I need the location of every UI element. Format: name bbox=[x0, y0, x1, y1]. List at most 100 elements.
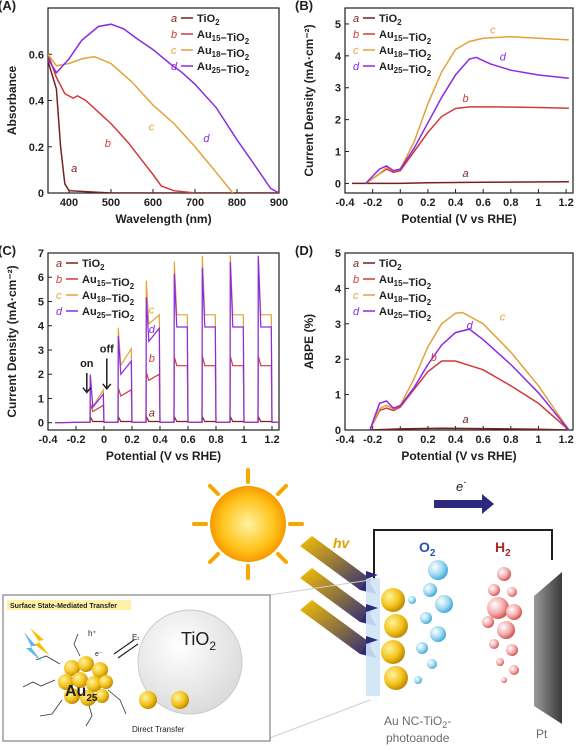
legend: a TiO2 b Au15–TiO2 c Au18–TiO2 d Au25–TiO2 bbox=[56, 258, 135, 323]
series-line-d bbox=[48, 23, 279, 193]
series-line-a bbox=[351, 181, 569, 185]
inset-au25-sub: 25 bbox=[86, 693, 98, 704]
inset-et: Eₜ bbox=[132, 633, 140, 642]
au25-cluster-icon bbox=[58, 656, 113, 706]
legend-label-c: Au18–TiO2 bbox=[379, 290, 432, 307]
x-tick-label: -0.4 bbox=[336, 197, 356, 209]
legend: a TiO2 b Au15–TiO2 c Au18–TiO2 d Au25–TiO2 bbox=[353, 258, 432, 323]
y-tick-label: 3 bbox=[335, 319, 341, 331]
y-tick-label: 2 bbox=[335, 354, 341, 366]
legend-letter-d: d bbox=[171, 61, 178, 73]
legend-letter-a: a bbox=[353, 13, 359, 25]
h2-label: H bbox=[495, 539, 505, 555]
electron-sup: - bbox=[463, 477, 466, 487]
legend-letter-a: a bbox=[56, 258, 62, 270]
series-line-d bbox=[54, 256, 279, 424]
y-tick-label: 5 bbox=[335, 19, 341, 31]
legend-letter-b: b bbox=[353, 274, 359, 286]
inset-title: Surface State-Mediated Transfer bbox=[10, 603, 117, 610]
o2-label: O bbox=[419, 539, 430, 555]
annotation-off: off bbox=[100, 343, 114, 355]
y-tick-label: 2 bbox=[335, 115, 341, 127]
curve-label-d: d bbox=[149, 324, 156, 336]
o2-sub: 2 bbox=[430, 548, 436, 559]
x-tick-label: 1 bbox=[241, 434, 247, 446]
y-tick-label: 4 bbox=[335, 51, 342, 63]
series-line-b bbox=[369, 360, 570, 430]
legend-letter-a: a bbox=[171, 13, 177, 25]
x-tick-label: 0.6 bbox=[476, 434, 491, 446]
au-cluster-array bbox=[381, 588, 408, 690]
chart-panel-1: -0.4 -0.2 0 0.2 0.4 0.6 0.8 1 1.2 0 1 2 3 4 5 (B) Potent… bbox=[295, 0, 574, 226]
x-tick-label: 0.2 bbox=[420, 197, 435, 209]
curve-label-d: d bbox=[467, 320, 474, 332]
series-lines bbox=[351, 35, 569, 185]
y-axis-label: Current Density (mA·cm⁻²) bbox=[302, 24, 316, 176]
legend-label-c: Au18–TiO2 bbox=[379, 45, 432, 62]
x-tick-label: 700 bbox=[186, 197, 204, 209]
legend-label-b: Au15–TiO2 bbox=[379, 274, 432, 291]
circuit-wire bbox=[373, 529, 553, 580]
svg-text:H2: H2 bbox=[495, 539, 511, 559]
svg-text:TiO2: TiO2 bbox=[181, 629, 216, 653]
svg-text:Au25: Au25 bbox=[65, 683, 98, 704]
curve-label-b: b bbox=[149, 353, 155, 365]
h2-bubbles bbox=[482, 567, 522, 683]
legend-label-a: TiO2 bbox=[379, 258, 402, 272]
x-tick-label: 0.8 bbox=[503, 197, 518, 209]
svg-text:O2: O2 bbox=[419, 539, 436, 559]
y-axis-label: ABPE (%) bbox=[302, 314, 316, 369]
curve-label-a: a bbox=[462, 168, 468, 180]
x-tick-label: -0.2 bbox=[363, 434, 382, 446]
legend-label-d: Au25–TiO2 bbox=[197, 61, 250, 78]
x-axis-label: Potential (V vs RHE) bbox=[106, 449, 221, 463]
legend-label-c: Au18–TiO2 bbox=[82, 290, 135, 307]
electron-flow-arrow bbox=[434, 494, 494, 514]
series-line-d bbox=[365, 56, 569, 184]
light-beams bbox=[300, 536, 372, 654]
x-tick-label: 0.6 bbox=[180, 434, 195, 446]
x-tick-label: 0.4 bbox=[448, 197, 464, 209]
legend-letter-d: d bbox=[353, 306, 360, 318]
legend-letter-d: d bbox=[353, 61, 360, 73]
svg-text:e-: e- bbox=[456, 477, 466, 494]
series-line-b bbox=[48, 54, 196, 193]
x-tick-label: 900 bbox=[270, 197, 288, 209]
legend-label-d: Au25–TiO2 bbox=[379, 61, 432, 78]
x-axis-label: Potential (V vs RHE) bbox=[401, 212, 516, 226]
y-tick-label: 2 bbox=[38, 369, 44, 381]
series-line-a bbox=[369, 427, 569, 430]
curve-label-b: b bbox=[462, 93, 468, 105]
curve-label-b: b bbox=[431, 352, 437, 364]
series-lines bbox=[54, 255, 279, 424]
legend-label-b: Au15–TiO2 bbox=[197, 29, 250, 46]
chart-panel-0: 400 500 600 700 800 900 0 0.2 0.4 0.6 (A) Wavelengt… bbox=[0, 0, 288, 226]
legend-label-b: Au15–TiO2 bbox=[82, 274, 135, 291]
x-tick-label: 0.8 bbox=[208, 434, 223, 446]
y-tick-label: 0 bbox=[38, 418, 44, 430]
x-tick-label: 1 bbox=[535, 434, 541, 446]
annotation-on: on bbox=[80, 358, 94, 370]
curve-label-c: c bbox=[500, 311, 506, 323]
x-tick-label: 1 bbox=[535, 197, 541, 209]
x-tick-label: 1.2 bbox=[264, 434, 279, 446]
legend-letter-d: d bbox=[56, 306, 63, 318]
y-tick-label: 0 bbox=[335, 178, 341, 190]
photoanode-label-2: photoanode bbox=[386, 731, 450, 745]
curve-label-d: d bbox=[203, 133, 210, 145]
inset-au25-label: Au bbox=[65, 683, 86, 700]
series-line-c bbox=[369, 311, 570, 430]
series-line-b bbox=[365, 106, 569, 185]
x-tick-label: 0.4 bbox=[448, 434, 464, 446]
curve-label-d: d bbox=[500, 52, 507, 64]
pt-label: Pt bbox=[536, 727, 548, 741]
panel-letter: (C) bbox=[0, 243, 16, 258]
y-tick-label: 5 bbox=[38, 296, 44, 308]
arrowhead-off bbox=[102, 383, 112, 390]
y-tick-label: 0 bbox=[335, 425, 341, 437]
x-tick-label: 0 bbox=[397, 434, 403, 446]
legend-letter-a: a bbox=[353, 258, 359, 270]
series-lines bbox=[48, 23, 279, 193]
curve-label-c: c bbox=[149, 122, 155, 134]
legend-label-a: TiO2 bbox=[197, 13, 220, 27]
